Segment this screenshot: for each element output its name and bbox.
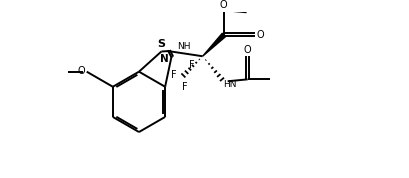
Text: O: O — [77, 66, 85, 76]
Polygon shape — [202, 33, 225, 56]
Text: HN: HN — [222, 80, 236, 89]
Text: O: O — [219, 0, 226, 10]
Text: S: S — [157, 39, 165, 49]
Text: O: O — [243, 45, 251, 55]
Text: F: F — [181, 82, 187, 92]
Text: O: O — [256, 30, 264, 40]
Text: N: N — [160, 54, 168, 64]
Text: F: F — [171, 69, 176, 80]
Text: NH: NH — [177, 41, 191, 51]
Text: F: F — [189, 60, 194, 70]
